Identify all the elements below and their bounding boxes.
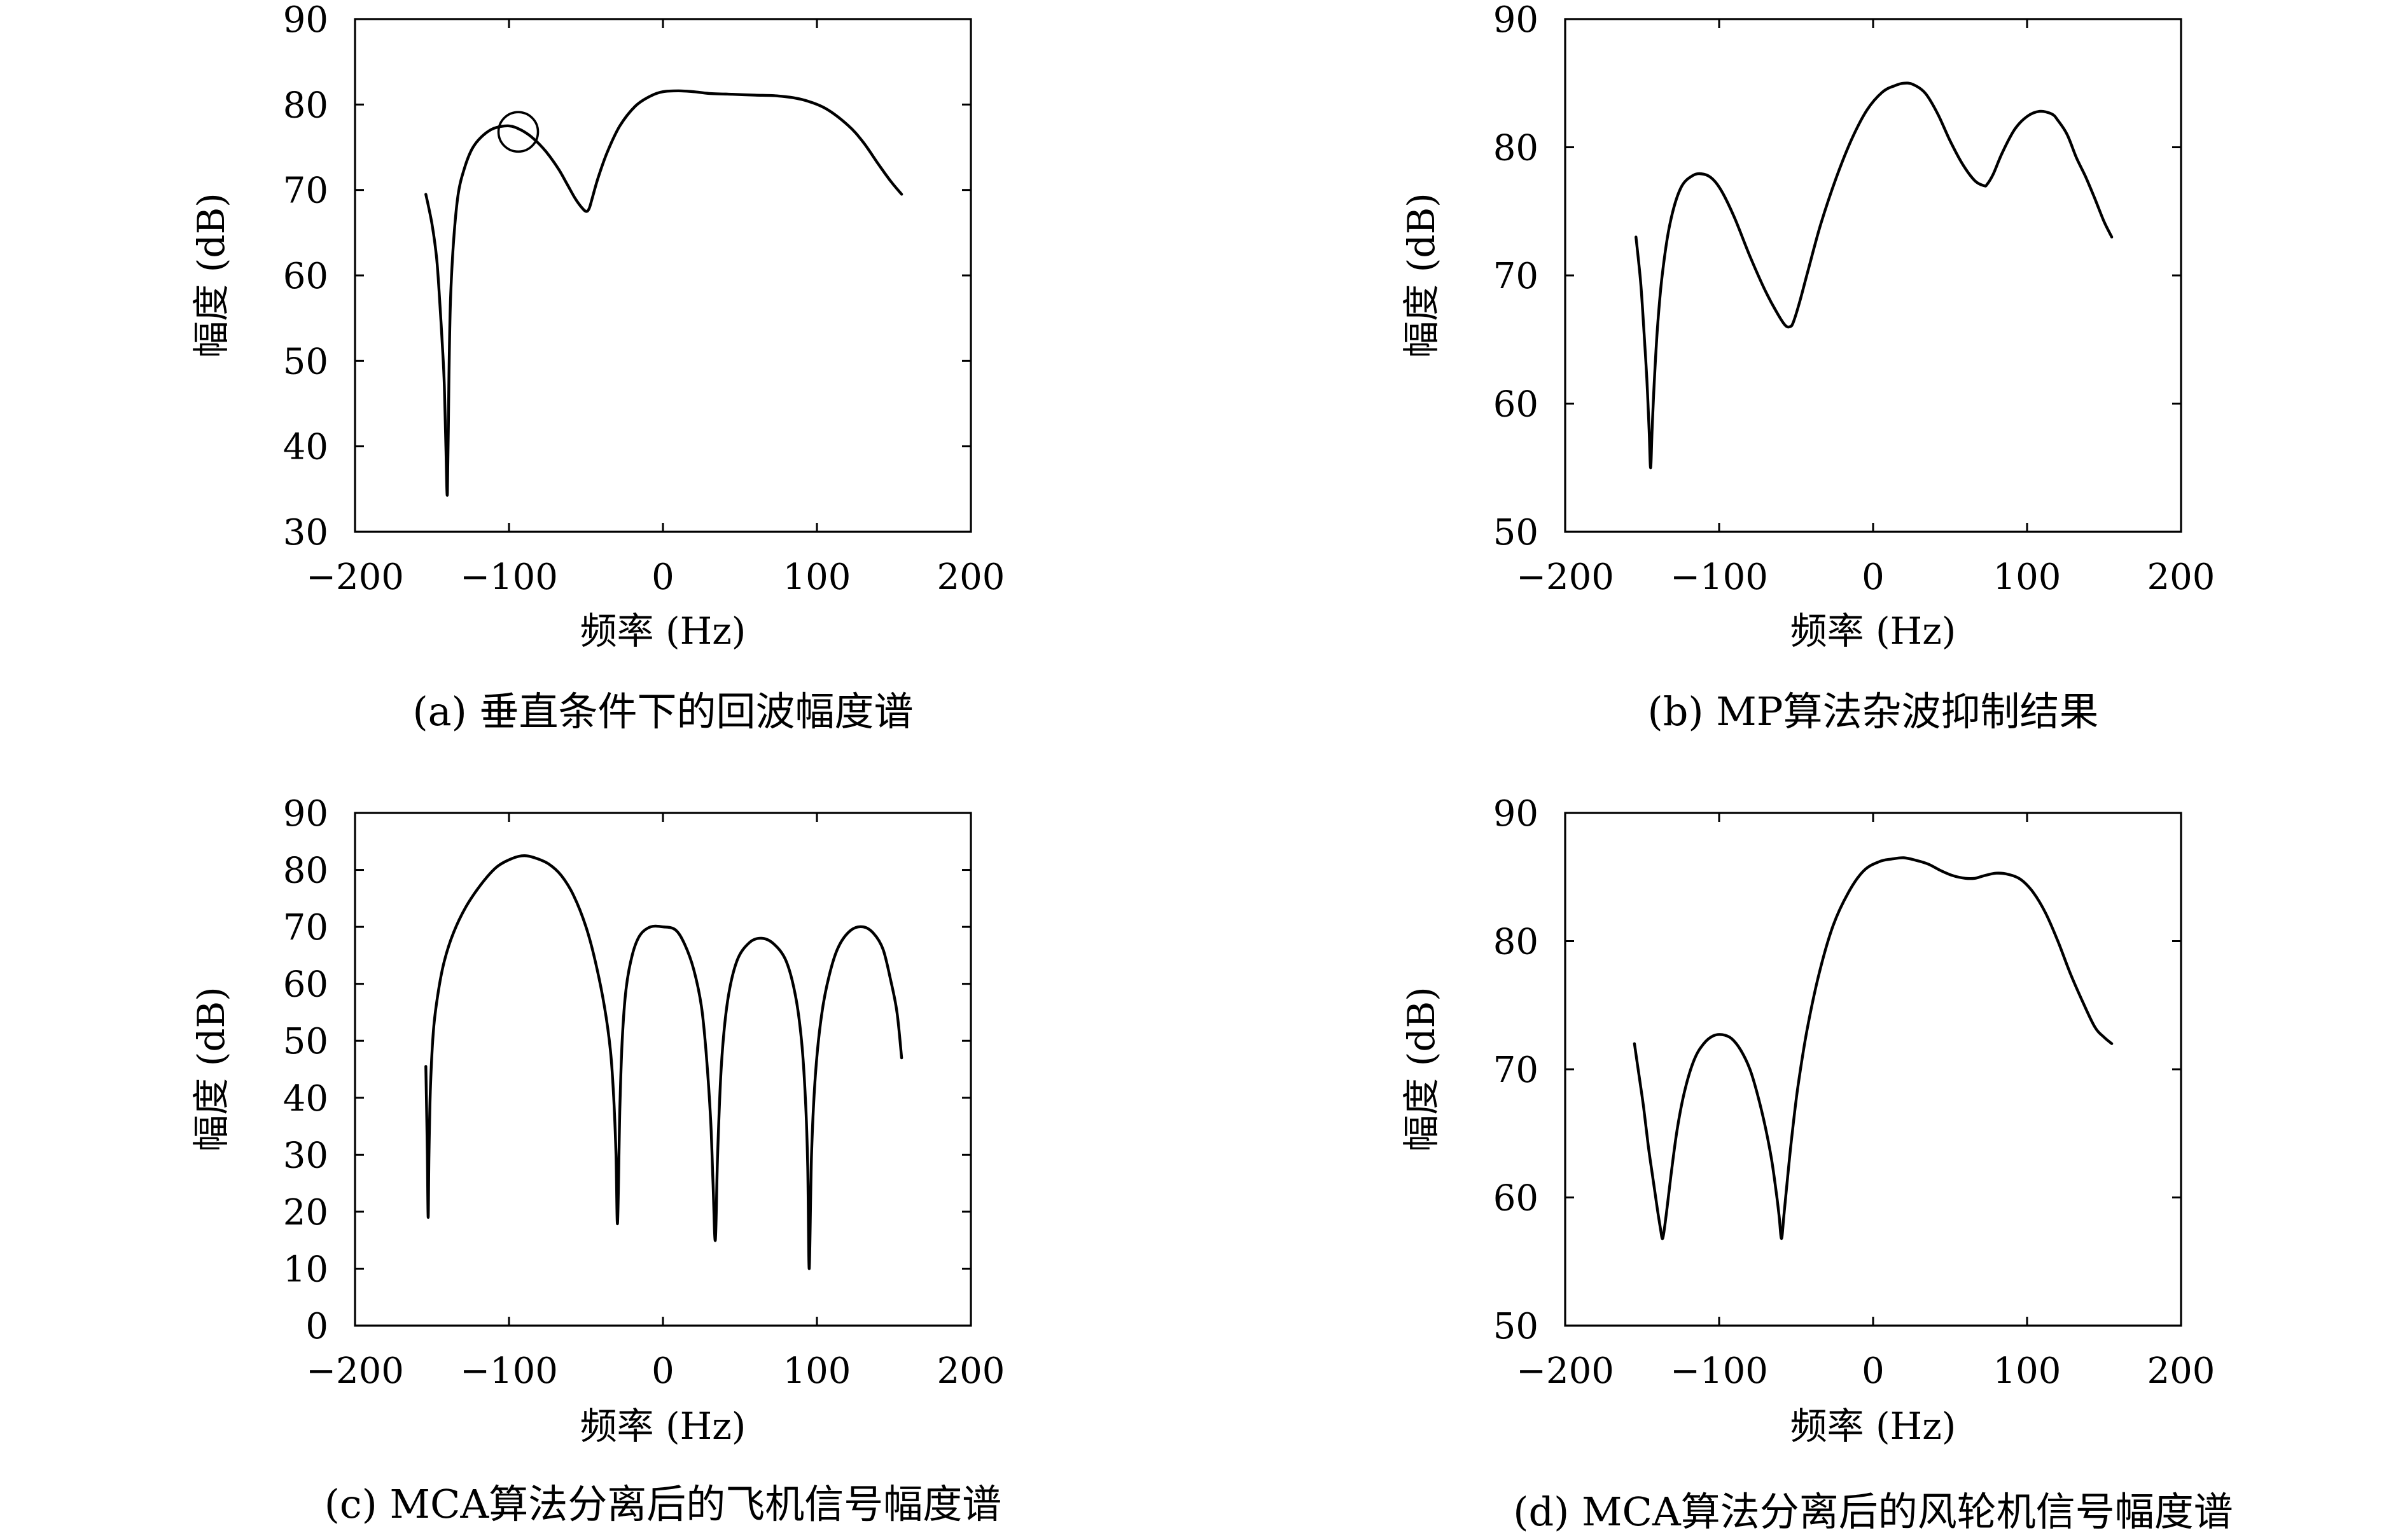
chart-a-y-tick-label: 40 (283, 427, 328, 468)
chart-b-y-tick-label: 60 (1493, 384, 1538, 426)
chart-d-plot-frame (1564, 812, 2182, 1327)
chart-c-y-tick-label: 80 (283, 850, 328, 892)
chart-a-x-tick-label: 200 (937, 557, 1005, 598)
chart-d-y-axis-label: 幅度 (dB) (1400, 987, 1443, 1151)
chart-a-x-axis-label: 频率 (Hz) (580, 609, 746, 653)
chart-a-y-tick-label: 90 (283, 0, 328, 41)
chart-a-x-tick-label: 100 (783, 557, 851, 598)
chart-b-caption: (b) MP算法杂波抑制结果 (1648, 688, 2099, 735)
chart-a-x-tick-label: 0 (652, 557, 674, 598)
chart-d-x-axis-label: 频率 (Hz) (1790, 1405, 1956, 1448)
chart-d-x-tick-label: 200 (2147, 1350, 2215, 1392)
chart-b-panel: −200 −100 0 100 200 50 60 70 80 90 频率 (Hz) 幅度 (dB) (… (1400, 0, 2215, 735)
chart-c-plot-frame (354, 812, 972, 1327)
chart-b-x-tick-label: 0 (1862, 557, 1885, 598)
chart-d-y-tick-label: 60 (1493, 1178, 1538, 1219)
chart-c-y-tick-label: 40 (283, 1078, 328, 1120)
chart-a-x-tick-label: −100 (460, 557, 558, 598)
chart-a-x-tick-label: −200 (306, 557, 404, 598)
chart-b-y-tick-label: 50 (1493, 512, 1538, 553)
chart-c-y-tick-label: 10 (283, 1249, 328, 1290)
chart-d-x-tick-label: 0 (1862, 1350, 1885, 1392)
chart-b-y-axis-label: 幅度 (dB) (1400, 193, 1443, 357)
chart-c-y-tick-label: 0 (305, 1306, 328, 1347)
chart-a-series-line-0 (424, 89, 903, 497)
chart-c-x-tick-label: 0 (652, 1350, 674, 1392)
chart-c-x-tick-label: −100 (460, 1350, 558, 1392)
chart-a-y-tick-label: 70 (283, 170, 328, 212)
chart-c-y-tick-label: 70 (283, 907, 328, 948)
chart-b-series-line-0 (1635, 81, 2114, 469)
chart-c-panel: −200 −100 0 100 200 0 10 20 30 40 50 60 70 80 90 频率 (Hz… (190, 793, 1005, 1527)
chart-c-x-tick-label: 100 (783, 1350, 851, 1392)
chart-d-series-line-0 (1633, 856, 2114, 1240)
chart-c-y-tick-label: 30 (283, 1135, 328, 1176)
chart-b-x-tick-label: −200 (1516, 557, 1614, 598)
chart-c-y-tick-label: 20 (283, 1192, 328, 1233)
chart-d-y-tick-label: 80 (1493, 922, 1538, 963)
chart-d-y-tick-label: 50 (1493, 1306, 1538, 1347)
chart-c-y-tick-label: 90 (283, 793, 328, 835)
chart-d-panel: −200 −100 0 100 200 50 60 70 80 90 频率 (Hz) 幅度 (dB) (… (1400, 793, 2233, 1535)
chart-d-x-tick-label: −100 (1670, 1350, 1768, 1392)
chart-b-plot-frame (1564, 18, 2182, 533)
chart-c-caption: (c) MCA算法分离后的飞机信号幅度谱 (324, 1481, 1002, 1527)
chart-d-x-tick-label: −200 (1516, 1350, 1614, 1392)
chart-a-panel: −200 −100 0 100 200 30 40 50 60 70 80 90 频率 (Hz) 幅度 (… (190, 0, 1005, 735)
chart-a-y-tick-label: 50 (283, 341, 328, 382)
chart-c-series-line-0 (424, 854, 903, 1270)
chart-d-caption: (d) MCA算法分离后的风轮机信号幅度谱 (1513, 1488, 2233, 1535)
chart-a-y-tick-label: 30 (283, 512, 328, 553)
chart-c-x-tick-label: −200 (306, 1350, 404, 1392)
chart-d-x-tick-label: 100 (1993, 1350, 2061, 1392)
chart-c-x-axis-label: 频率 (Hz) (580, 1405, 746, 1448)
chart-b-y-tick-label: 70 (1493, 256, 1538, 297)
chart-c-y-axis-label: 幅度 (dB) (190, 987, 233, 1151)
chart-a-y-tick-label: 60 (283, 256, 328, 297)
chart-a-y-tick-label: 80 (283, 85, 328, 126)
chart-c-x-tick-label: 200 (937, 1350, 1005, 1392)
chart-c-y-tick-label: 60 (283, 964, 328, 1006)
chart-b-y-tick-label: 90 (1493, 0, 1538, 41)
chart-a-highlight-circle (497, 111, 540, 153)
chart-b-x-tick-label: −100 (1670, 557, 1768, 598)
chart-a-y-axis-label: 幅度 (dB) (190, 193, 233, 357)
chart-b-x-tick-label: 100 (1993, 557, 2061, 598)
chart-b-x-tick-label: 200 (2147, 557, 2215, 598)
chart-c-y-tick-label: 50 (283, 1021, 328, 1062)
chart-d-y-tick-label: 90 (1493, 793, 1538, 835)
chart-b-x-axis-label: 频率 (Hz) (1790, 609, 1956, 653)
chart-b-y-tick-label: 80 (1493, 128, 1538, 169)
chart-d-y-tick-label: 70 (1493, 1050, 1538, 1091)
chart-a-caption: (a) 垂直条件下的回波幅度谱 (412, 688, 913, 735)
